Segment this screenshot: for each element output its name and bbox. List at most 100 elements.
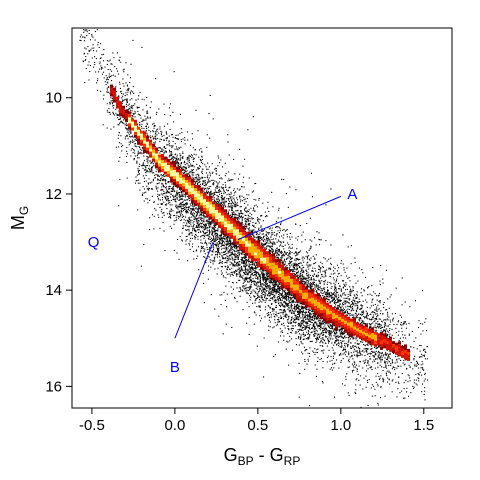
star-point	[187, 222, 189, 224]
star-point	[243, 256, 245, 258]
star-point	[348, 361, 350, 363]
star-point	[406, 387, 408, 389]
star-point	[94, 61, 96, 63]
star-point	[218, 251, 220, 253]
star-point	[259, 305, 261, 307]
star-point	[147, 165, 149, 167]
star-point	[85, 56, 87, 58]
star-point	[260, 283, 262, 285]
star-point	[382, 331, 384, 333]
star-point	[163, 151, 165, 153]
star-point	[118, 118, 120, 120]
star-point	[262, 238, 264, 240]
star-point	[376, 306, 378, 308]
star-point	[257, 221, 259, 223]
star-point	[276, 301, 278, 303]
star-point	[133, 92, 135, 94]
star-point	[318, 279, 320, 281]
star-point	[169, 185, 171, 187]
star-point	[249, 285, 251, 287]
star-point	[202, 180, 204, 182]
star-point	[370, 313, 372, 315]
star-point	[265, 269, 267, 271]
star-point	[154, 146, 156, 148]
star-point	[266, 242, 268, 244]
star-point	[246, 279, 248, 281]
star-point	[213, 200, 215, 202]
star-point	[206, 168, 208, 170]
star-point	[306, 322, 308, 324]
star-point	[290, 305, 292, 307]
star-point	[253, 235, 255, 237]
star-point	[366, 301, 368, 303]
star-point	[282, 297, 284, 299]
star-point	[321, 323, 323, 325]
star-point	[269, 278, 271, 280]
star-point	[310, 312, 312, 314]
star-point	[240, 206, 242, 208]
star-point	[164, 250, 166, 252]
star-point	[188, 173, 190, 175]
star-point	[356, 304, 358, 306]
star-point	[273, 281, 275, 283]
star-point	[327, 339, 329, 341]
star-point	[316, 290, 318, 292]
star-point	[265, 285, 267, 287]
star-point	[259, 232, 261, 234]
star-point	[228, 258, 230, 260]
star-point	[228, 204, 230, 206]
star-point	[195, 177, 197, 179]
star-point	[420, 333, 422, 335]
star-point	[185, 224, 187, 226]
star-point	[333, 344, 335, 346]
star-point	[326, 292, 328, 294]
star-point	[203, 256, 205, 258]
star-point	[369, 355, 371, 357]
star-point	[410, 392, 412, 394]
star-point	[255, 291, 257, 293]
star-point	[269, 252, 271, 254]
star-point	[375, 354, 377, 356]
star-point	[211, 197, 213, 199]
star-point	[211, 226, 213, 228]
star-point	[216, 244, 218, 246]
star-point	[398, 330, 400, 332]
star-point	[373, 291, 375, 293]
star-point	[118, 134, 120, 136]
star-point	[149, 135, 151, 137]
star-point	[274, 251, 276, 253]
star-point	[293, 268, 295, 270]
star-point	[404, 301, 406, 303]
star-point	[276, 226, 278, 228]
star-point	[349, 289, 351, 291]
star-point	[419, 371, 421, 373]
star-point	[185, 202, 187, 204]
star-point	[166, 196, 168, 198]
star-point	[307, 311, 309, 313]
star-point	[199, 213, 201, 215]
star-point	[188, 158, 190, 160]
star-point	[283, 255, 285, 257]
star-point	[221, 204, 223, 206]
star-point	[106, 87, 108, 89]
star-point	[366, 365, 368, 367]
star-point	[269, 227, 271, 229]
star-point	[208, 234, 210, 236]
star-point	[419, 356, 421, 358]
star-point	[211, 247, 213, 249]
star-point	[382, 282, 384, 284]
star-point	[257, 282, 259, 284]
star-point	[322, 338, 324, 340]
star-point	[332, 349, 334, 351]
star-point	[233, 245, 235, 247]
star-point	[236, 275, 238, 277]
star-point	[163, 192, 165, 194]
star-point	[297, 252, 299, 254]
star-point	[150, 166, 152, 168]
star-point	[225, 261, 227, 263]
star-point	[188, 225, 190, 227]
star-point	[241, 200, 243, 202]
star-point	[318, 328, 320, 330]
star-point	[166, 133, 168, 135]
star-point	[343, 292, 345, 294]
